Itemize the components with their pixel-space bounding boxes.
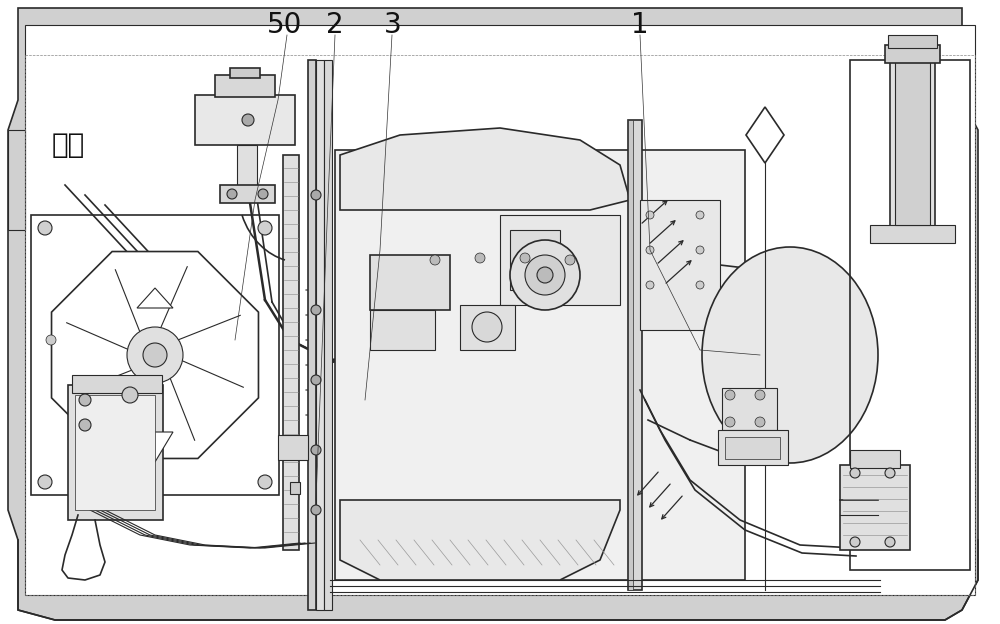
- Bar: [725, 437, 780, 459]
- Polygon shape: [340, 500, 620, 580]
- Bar: [500, 215, 620, 305]
- Circle shape: [258, 189, 268, 199]
- Bar: [215, 75, 275, 97]
- Circle shape: [725, 390, 735, 400]
- Bar: [230, 68, 260, 78]
- Circle shape: [696, 246, 704, 254]
- Bar: [283, 155, 299, 550]
- Polygon shape: [137, 432, 173, 462]
- Circle shape: [850, 468, 860, 478]
- Circle shape: [646, 211, 654, 219]
- Bar: [718, 430, 788, 465]
- Bar: [316, 60, 324, 610]
- Circle shape: [646, 246, 654, 254]
- Polygon shape: [137, 288, 173, 308]
- Bar: [370, 310, 435, 350]
- Circle shape: [430, 255, 440, 265]
- Circle shape: [537, 267, 553, 283]
- Bar: [850, 450, 900, 468]
- Circle shape: [850, 537, 860, 547]
- Text: 1: 1: [631, 11, 649, 39]
- Circle shape: [885, 468, 895, 478]
- Bar: [870, 225, 955, 243]
- Bar: [335, 150, 745, 580]
- Circle shape: [258, 221, 272, 235]
- Circle shape: [725, 417, 735, 427]
- Circle shape: [475, 253, 485, 263]
- Circle shape: [696, 281, 704, 289]
- Ellipse shape: [702, 247, 878, 463]
- Bar: [628, 120, 633, 590]
- Bar: [324, 60, 332, 610]
- Bar: [68, 385, 163, 520]
- Circle shape: [79, 419, 91, 431]
- Bar: [885, 45, 940, 63]
- Circle shape: [258, 475, 272, 489]
- Bar: [220, 185, 275, 203]
- Text: 2: 2: [326, 11, 344, 39]
- Circle shape: [755, 417, 765, 427]
- Circle shape: [79, 394, 91, 406]
- Bar: [31, 215, 279, 495]
- Bar: [628, 120, 642, 590]
- Bar: [890, 55, 935, 230]
- Circle shape: [646, 281, 654, 289]
- Bar: [722, 388, 777, 430]
- Polygon shape: [52, 251, 258, 459]
- Bar: [895, 60, 930, 225]
- Bar: [278, 435, 308, 460]
- Circle shape: [38, 475, 52, 489]
- Circle shape: [525, 255, 565, 295]
- Circle shape: [311, 305, 321, 315]
- Bar: [460, 305, 515, 350]
- Circle shape: [143, 343, 167, 367]
- Circle shape: [472, 312, 502, 342]
- Circle shape: [46, 335, 56, 345]
- Text: 50: 50: [267, 11, 303, 39]
- Circle shape: [38, 221, 52, 235]
- Bar: [370, 255, 450, 310]
- Circle shape: [227, 189, 237, 199]
- Circle shape: [885, 537, 895, 547]
- Polygon shape: [8, 130, 25, 230]
- Bar: [510, 230, 560, 290]
- Polygon shape: [746, 107, 784, 163]
- Polygon shape: [8, 8, 978, 620]
- Bar: [888, 35, 937, 48]
- Circle shape: [242, 114, 254, 126]
- Bar: [195, 95, 295, 145]
- Text: 空气: 空气: [51, 131, 85, 159]
- Circle shape: [127, 327, 183, 383]
- Circle shape: [696, 211, 704, 219]
- Bar: [75, 395, 155, 510]
- Text: 3: 3: [384, 11, 402, 39]
- Circle shape: [122, 387, 138, 403]
- Circle shape: [520, 253, 530, 263]
- Circle shape: [311, 445, 321, 455]
- Bar: [308, 60, 316, 610]
- Polygon shape: [340, 128, 630, 210]
- Bar: [72, 375, 162, 393]
- Circle shape: [755, 390, 765, 400]
- Circle shape: [565, 255, 575, 265]
- Bar: [237, 145, 257, 190]
- Bar: [290, 482, 300, 494]
- Circle shape: [311, 505, 321, 515]
- Circle shape: [311, 190, 321, 200]
- Circle shape: [311, 375, 321, 385]
- Bar: [840, 465, 910, 550]
- Bar: [640, 200, 720, 330]
- Bar: [850, 60, 970, 570]
- Circle shape: [510, 240, 580, 310]
